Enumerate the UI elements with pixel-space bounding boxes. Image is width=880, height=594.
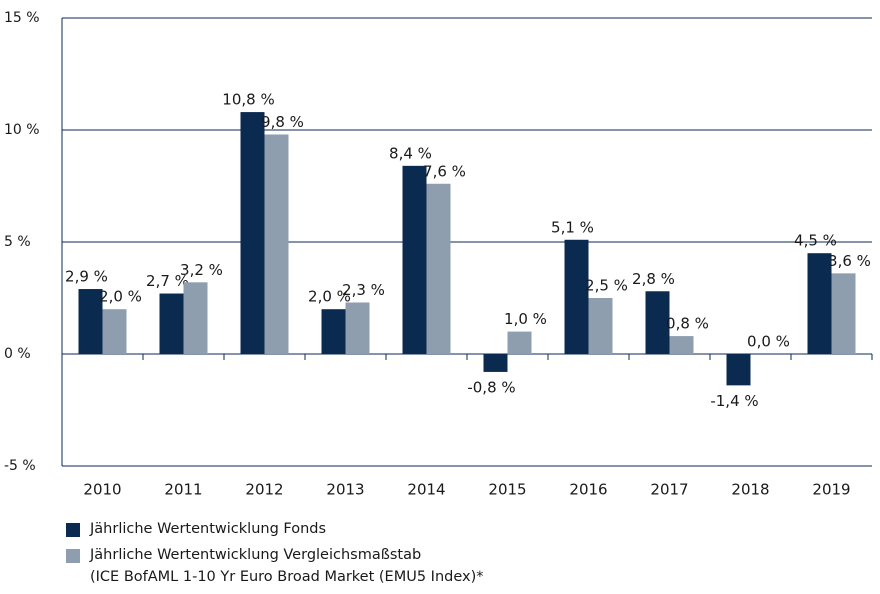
data-label: 8,4 % — [389, 144, 432, 162]
bar — [240, 112, 265, 354]
data-label: 7,6 % — [423, 162, 466, 180]
data-label: 3,2 % — [180, 261, 223, 279]
legend-label: Jährliche Wertentwicklung Fonds — [90, 521, 327, 537]
legend-swatch — [66, 523, 80, 537]
x-tick-label: 2018 — [731, 481, 769, 499]
data-label: 10,8 % — [222, 91, 274, 109]
bar — [159, 293, 184, 354]
legend: Jährliche Wertentwicklung Fonds Jährliche… — [66, 520, 484, 594]
data-label: 4,5 % — [794, 232, 837, 250]
chart: -5 % 0 % 5 % 10 % 15 % 2010 2,9 % 2,0 % 2011 2,7 … — [4, 10, 873, 499]
data-label: 2,0 % — [99, 288, 142, 306]
bar — [345, 302, 370, 354]
legend-item: Jährliche Wertentwicklung Vergleichsmaßs… — [66, 546, 484, 588]
data-label: 0,8 % — [666, 315, 709, 333]
bar — [507, 331, 532, 354]
x-tick-label: 2014 — [407, 481, 445, 499]
bar — [402, 165, 427, 354]
bar — [78, 289, 103, 354]
x-tick-label: 2015 — [488, 481, 526, 499]
data-label: 2,9 % — [65, 268, 108, 286]
data-label: 0,0 % — [747, 333, 790, 351]
x-tick-label: 2017 — [650, 481, 688, 499]
legend-item: Jährliche Wertentwicklung Fonds — [66, 520, 484, 540]
bar — [183, 282, 208, 354]
x-tick-label: 2016 — [569, 481, 607, 499]
bar — [588, 298, 613, 354]
data-label: 2,7 % — [146, 272, 189, 290]
data-label: 3,6 % — [828, 252, 871, 270]
bar — [645, 291, 670, 354]
data-label: 1,0 % — [504, 310, 547, 328]
bar — [426, 183, 451, 354]
x-tick-label: 2013 — [326, 481, 364, 499]
bar — [102, 309, 127, 354]
x-tick-label: 2010 — [83, 481, 121, 499]
bar — [264, 134, 289, 354]
data-label: 2,0 % — [308, 288, 351, 306]
legend-swatch — [66, 549, 80, 563]
bar — [669, 336, 694, 354]
data-label: 2,5 % — [585, 277, 628, 295]
bar — [483, 354, 508, 372]
data-label: 2,8 % — [632, 270, 675, 288]
y-tick-label: -5 % — [4, 458, 36, 474]
data-label: 9,8 % — [261, 113, 304, 131]
data-label: 5,1 % — [551, 218, 594, 236]
data-label: -0,8 % — [467, 378, 515, 396]
bar — [321, 309, 346, 354]
y-tick-label: 15 % — [4, 10, 40, 26]
bar — [564, 239, 589, 354]
bar — [726, 354, 751, 386]
y-tick-label: 5 % — [4, 234, 31, 250]
y-tick-label: 10 % — [4, 122, 40, 138]
x-tick-label: 2011 — [164, 481, 202, 499]
y-tick-label: 0 % — [4, 346, 31, 362]
x-tick-label: 2012 — [245, 481, 283, 499]
legend-label: Jährliche Wertentwicklung Vergleichsmaßs… — [90, 547, 484, 585]
data-label: -1,4 % — [710, 392, 758, 410]
x-tick-label: 2019 — [812, 481, 850, 499]
data-label: 2,3 % — [342, 281, 385, 299]
bar — [807, 253, 832, 354]
bar — [831, 273, 856, 354]
